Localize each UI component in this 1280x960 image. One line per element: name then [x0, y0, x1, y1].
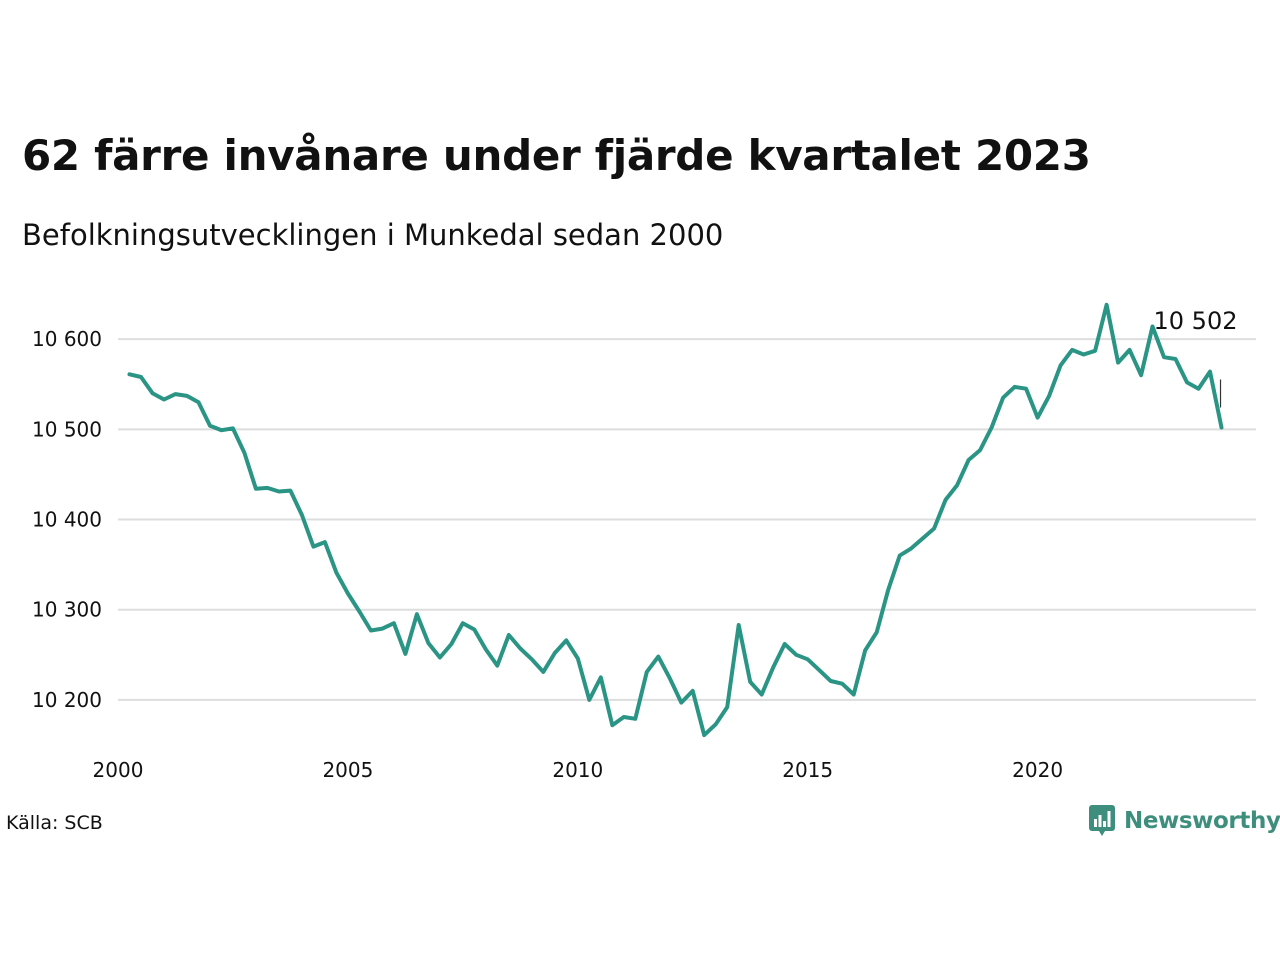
bar-chart-speech-bubble-icon: [1089, 805, 1115, 836]
y-tick-label: 10 200: [32, 688, 102, 712]
line-chart: 10 200 10 300 10 400 10 500 10 600 2000 2005 20…: [32, 302, 1256, 782]
chart-subtitle: Befolkningsutvecklingen i Munkedal sedan…: [22, 218, 724, 252]
x-tick-label: 2015: [782, 758, 833, 782]
logo-text: Newsworthy: [1124, 808, 1280, 834]
population-line: [127, 302, 1224, 738]
y-tick-label: 10 500: [32, 417, 102, 441]
newsworthy-logo: Newsworthy: [1088, 804, 1280, 838]
x-tick-label: 2000: [93, 758, 144, 782]
y-tick-label: 10 300: [32, 598, 102, 622]
x-tick-label: 2020: [1012, 758, 1063, 782]
x-tick-label: 2005: [322, 758, 373, 782]
end-value-label: 10 502: [1154, 307, 1238, 335]
chart-title: 62 färre invånare under fjärde kvartalet…: [22, 131, 1091, 180]
x-tick-label: 2010: [552, 758, 603, 782]
y-tick-label: 10 600: [32, 327, 102, 351]
y-tick-label: 10 400: [32, 508, 102, 532]
source-note: Källa: SCB: [6, 812, 103, 834]
